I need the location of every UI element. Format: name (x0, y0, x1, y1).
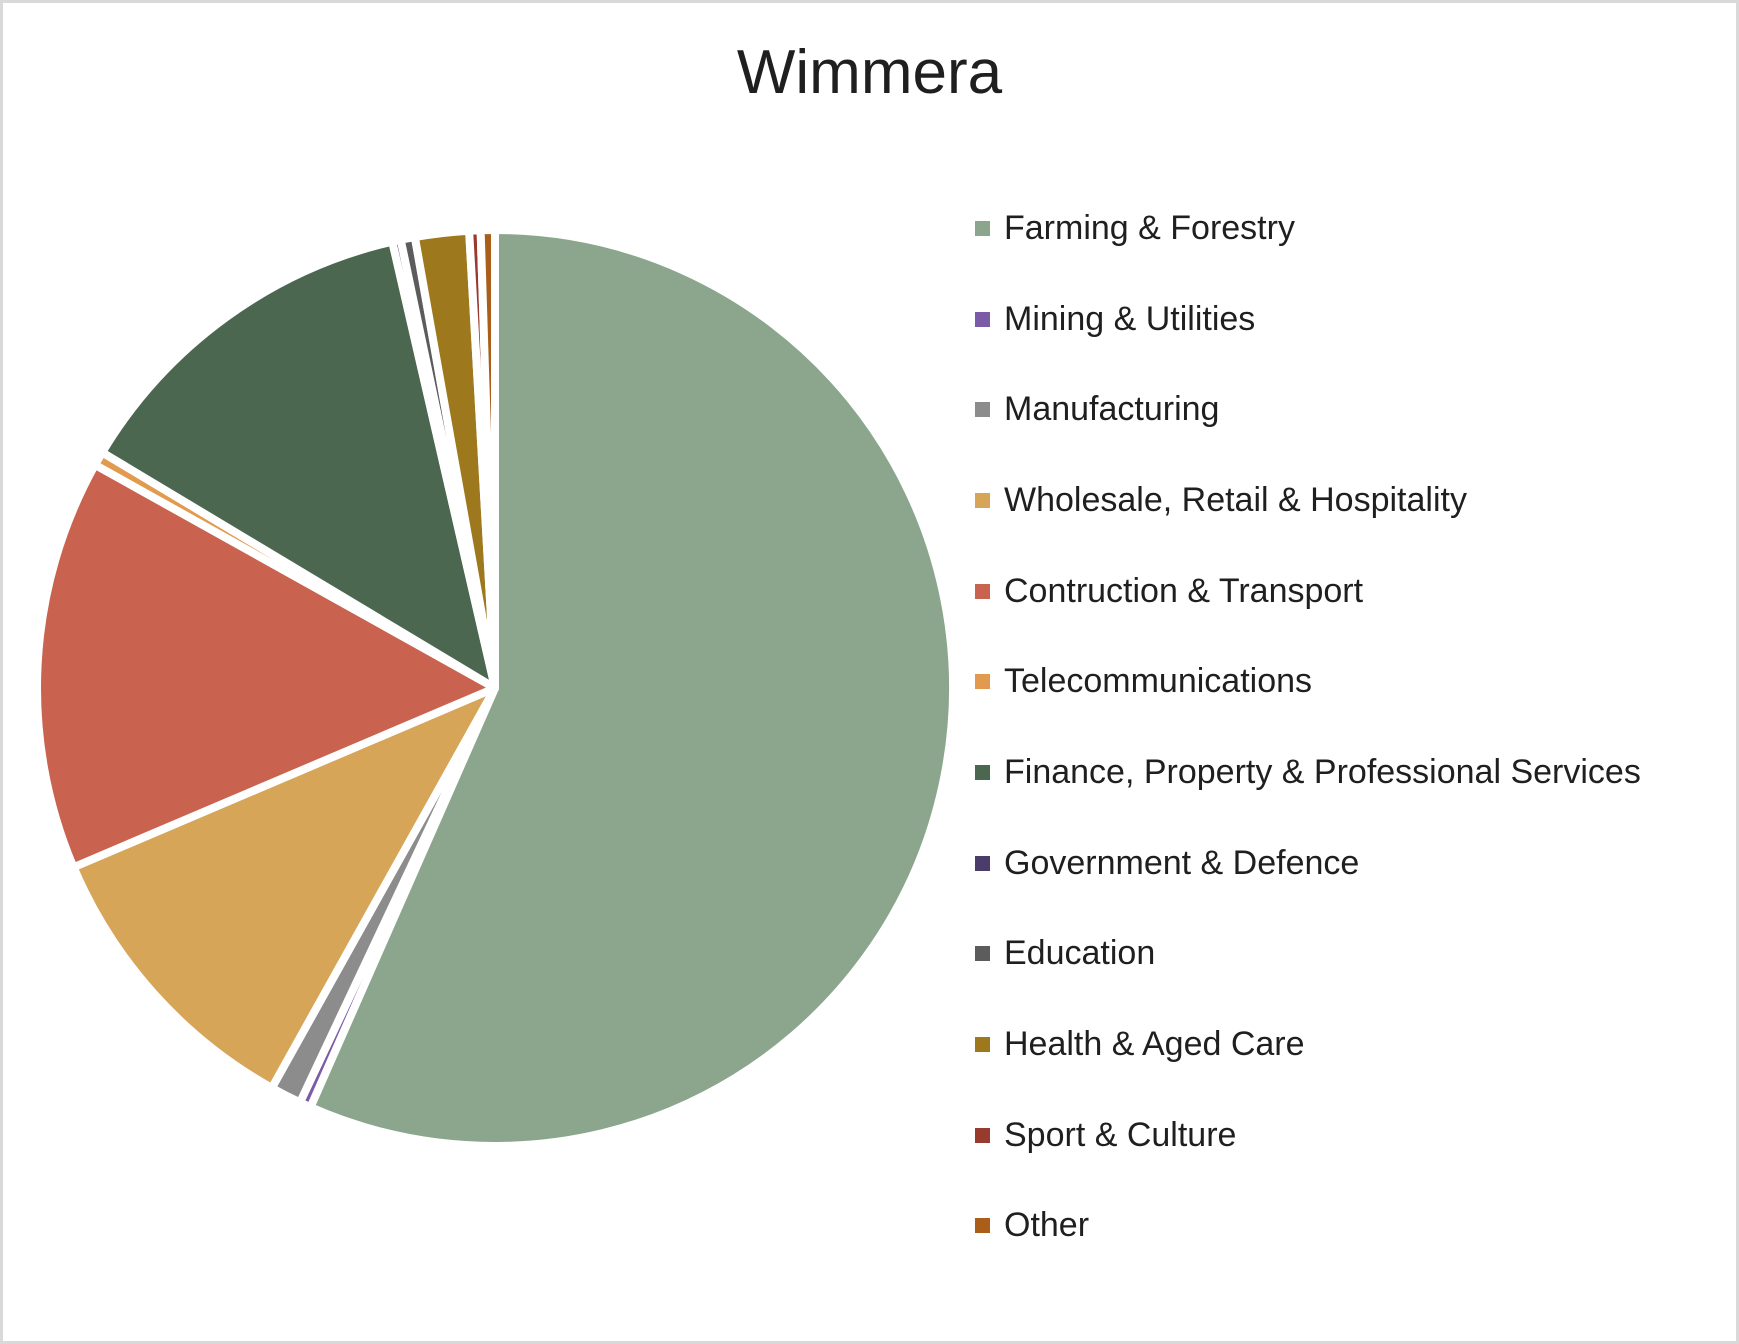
legend-label: Mining & Utilities (1004, 299, 1256, 338)
pie-plot-area (33, 226, 957, 1150)
legend-swatch-health-aged-care (975, 1037, 990, 1053)
legend-label: Sport & Culture (1004, 1115, 1237, 1154)
legend-item-government-defence[interactable]: Government & Defence (975, 818, 1715, 909)
legend-label: Health & Aged Care (1004, 1025, 1305, 1064)
legend-label: Government & Defence (1004, 843, 1360, 882)
legend: Farming & Forestry Mining & Utilities Ma… (975, 183, 1715, 1271)
legend-swatch-wholesale-retail-hospitality (975, 492, 990, 508)
legend-swatch-other (975, 1218, 990, 1234)
legend-label: Education (1004, 934, 1156, 973)
legend-item-wholesale-retail-hospitality[interactable]: Wholesale, Retail & Hospitality (975, 455, 1715, 546)
legend-item-farming-forestry[interactable]: Farming & Forestry (975, 183, 1715, 274)
pie-slice-finance-property-professional-services[interactable] (98, 237, 499, 692)
legend-label: Contruction & Transport (1004, 571, 1364, 610)
pie-slice-wholesale-retail-hospitality[interactable] (69, 684, 499, 1092)
legend-swatch-sport-culture (975, 1127, 990, 1143)
pie-slice-contruction-transport[interactable] (33, 460, 499, 872)
pie-slice-other[interactable] (476, 226, 499, 692)
legend-swatch-manufacturing (975, 402, 990, 418)
legend-item-sport-culture[interactable]: Sport & Culture (975, 1090, 1715, 1181)
legend-swatch-mining-utilities (975, 311, 990, 327)
legend-label: Telecommunications (1004, 662, 1313, 701)
legend-item-telecommunications[interactable]: Telecommunications (975, 636, 1715, 727)
legend-label: Finance, Property & Professional Service… (1004, 752, 1641, 791)
legend-swatch-contruction-transport (975, 583, 990, 599)
legend-item-finance-property-professional[interactable]: Finance, Property & Professional Service… (975, 727, 1715, 818)
legend-label: Manufacturing (1004, 390, 1220, 429)
chart-title: Wimmera (736, 38, 1003, 107)
legend-swatch-government-defence (975, 855, 990, 871)
legend-item-mining-utilities[interactable]: Mining & Utilities (975, 274, 1715, 365)
legend-item-manufacturing[interactable]: Manufacturing (975, 364, 1715, 455)
pie-slice-farming-forestry[interactable] (306, 226, 957, 1150)
legend-item-contruction-transport[interactable]: Contruction & Transport (975, 546, 1715, 637)
legend-item-health-aged-care[interactable]: Health & Aged Care (975, 999, 1715, 1090)
legend-label: Wholesale, Retail & Hospitality (1004, 480, 1467, 519)
legend-item-education[interactable]: Education (975, 909, 1715, 1000)
legend-swatch-finance-property-professional (975, 764, 990, 780)
legend-swatch-telecommunications (975, 674, 990, 690)
legend-swatch-farming-forestry (975, 220, 990, 236)
legend-swatch-education (975, 946, 990, 962)
legend-item-other[interactable]: Other (975, 1181, 1715, 1272)
pie-chart (33, 226, 957, 1150)
legend-label: Farming & Forestry (1004, 208, 1295, 247)
legend-label: Other (1004, 1206, 1090, 1245)
